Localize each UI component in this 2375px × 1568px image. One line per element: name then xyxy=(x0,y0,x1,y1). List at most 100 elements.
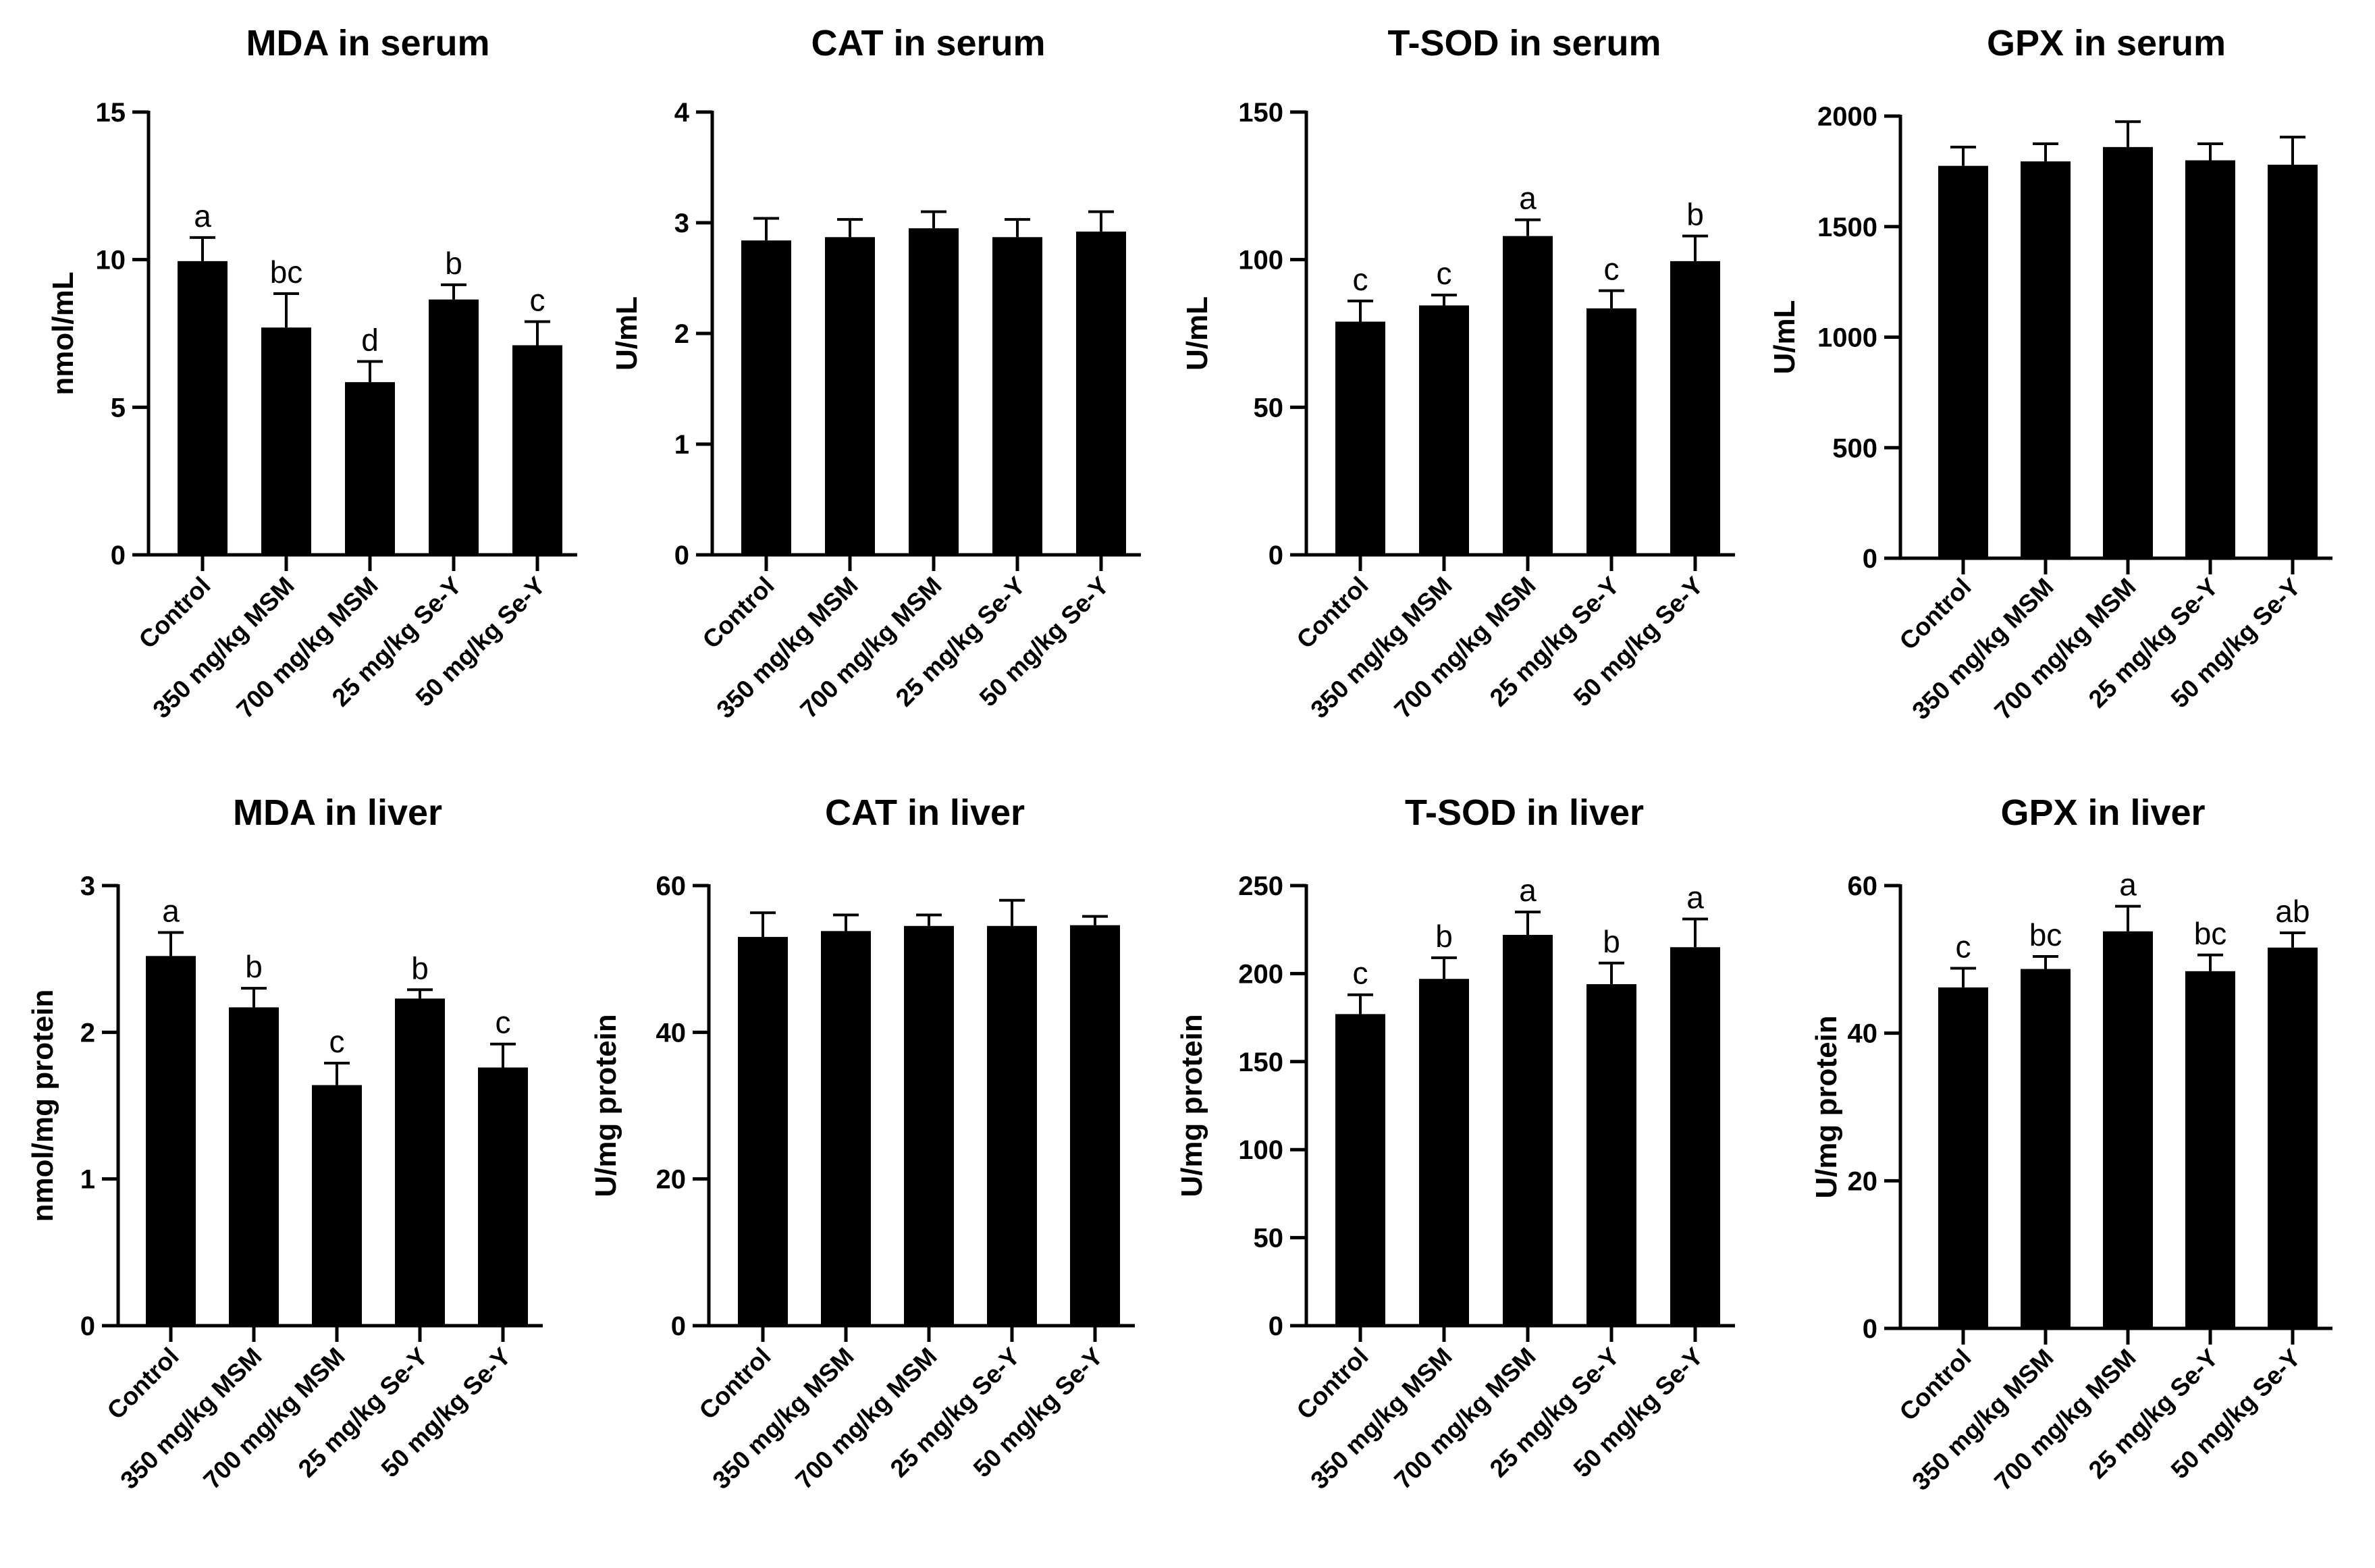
y-tick-label: 1 xyxy=(674,430,689,460)
y-tick-label: 200 xyxy=(1238,959,1283,989)
significance-label: b xyxy=(1603,924,1620,959)
x-tick-label: 350 mg/kg MSM xyxy=(147,572,299,724)
significance-label: a xyxy=(1519,181,1537,216)
chart-panel: GPX in liver U/mg protein 0 20 40 60 c Control b… xyxy=(1810,792,2332,1496)
x-tick-label: Control xyxy=(1894,1344,1977,1426)
bar xyxy=(178,261,228,555)
y-tick-label: 40 xyxy=(656,1018,687,1048)
x-tick-label: 700 mg/kg MSM xyxy=(1389,1343,1541,1494)
y-axis-label: U/mg protein xyxy=(1810,1015,1843,1198)
y-tick-label: 10 xyxy=(96,246,126,275)
significance-label: c xyxy=(1956,929,1971,964)
y-tick-label: 2000 xyxy=(1817,102,1877,132)
bar xyxy=(429,299,479,555)
y-tick-label: 500 xyxy=(1832,433,1877,463)
significance-label: b xyxy=(1435,919,1453,954)
significance-label: b xyxy=(411,950,429,985)
significance-label: c xyxy=(1353,262,1368,297)
y-axis-label: U/mg protein xyxy=(589,1014,622,1197)
bar xyxy=(512,345,562,555)
bar xyxy=(1938,165,1988,558)
y-axis-label: U/mL xyxy=(1768,300,1801,375)
bar xyxy=(2021,969,2071,1328)
x-tick-label: 350 mg/kg MSM xyxy=(1906,1344,2058,1496)
significance-label: d xyxy=(361,323,379,358)
y-tick-label: 1 xyxy=(80,1165,95,1195)
significance-label: c xyxy=(530,283,545,318)
bar xyxy=(1670,947,1720,1326)
x-tick-label: 700 mg/kg MSM xyxy=(1389,572,1541,724)
bar xyxy=(904,925,954,1326)
chart-title: GPX in serum xyxy=(1987,23,2226,63)
chart-title: CAT in serum xyxy=(811,23,1045,63)
bar xyxy=(1076,232,1126,555)
x-tick-label: 350 mg/kg MSM xyxy=(711,572,863,724)
chart-title: MDA in serum xyxy=(246,23,489,63)
chart-panel: T-SOD in liver U/mg protein 0 50 100 150 200 25… xyxy=(1175,792,1735,1494)
chart-panel: MDA in liver nmol/mg protein 0 1 2 3 a Control b… xyxy=(26,792,543,1494)
significance-label: b xyxy=(1686,197,1704,232)
y-tick-label: 0 xyxy=(80,1312,95,1341)
chart-panel: GPX in serum U/mL 0 500 1000 1500 2000 Control3… xyxy=(1768,23,2332,725)
bar xyxy=(1335,321,1385,555)
x-tick-label: Control xyxy=(697,572,780,654)
y-tick-label: 20 xyxy=(656,1165,687,1195)
x-tick-label: Control xyxy=(1291,1343,1374,1425)
bar xyxy=(1938,987,1988,1328)
y-tick-label: 2 xyxy=(674,319,689,349)
bar xyxy=(738,937,788,1326)
y-tick-label: 0 xyxy=(671,1312,686,1341)
y-tick-label: 0 xyxy=(1269,1312,1283,1341)
bar xyxy=(741,240,791,555)
bar xyxy=(2185,160,2235,558)
significance-label: c xyxy=(496,1005,511,1040)
chart-title: GPX in liver xyxy=(2000,792,2205,833)
significance-label: bc xyxy=(2029,917,2062,952)
y-tick-label: 60 xyxy=(1848,871,1878,901)
significance-label: a xyxy=(2119,867,2137,902)
bar xyxy=(395,998,445,1326)
y-tick-label: 4 xyxy=(674,98,690,128)
x-tick-label: 700 mg/kg MSM xyxy=(1989,573,2141,725)
y-tick-label: 1500 xyxy=(1817,213,1877,242)
y-tick-label: 150 xyxy=(1238,98,1283,128)
x-tick-label: Control xyxy=(1291,572,1374,654)
y-tick-label: 0 xyxy=(1863,1314,1877,1344)
y-tick-label: 40 xyxy=(1848,1019,1878,1049)
x-tick-label: 350 mg/kg MSM xyxy=(1305,572,1457,724)
bar xyxy=(1503,935,1553,1326)
y-tick-label: 3 xyxy=(80,871,95,901)
x-tick-label: 700 mg/kg MSM xyxy=(231,572,383,724)
y-tick-label: 0 xyxy=(111,541,126,570)
bar xyxy=(261,327,311,555)
y-tick-label: 2 xyxy=(80,1018,95,1048)
significance-label: bc xyxy=(270,254,303,290)
significance-label: ab xyxy=(2275,894,2310,929)
y-axis-label: U/mL xyxy=(1181,296,1214,371)
significance-label: c xyxy=(1604,252,1620,287)
chart-title: MDA in liver xyxy=(233,792,442,833)
chart-title: T-SOD in liver xyxy=(1405,792,1644,833)
x-tick-label: 700 mg/kg MSM xyxy=(198,1343,350,1494)
x-tick-label: 350 mg/kg MSM xyxy=(1906,573,2058,725)
bar xyxy=(909,228,959,555)
significance-label: c xyxy=(329,1024,345,1059)
bar xyxy=(2268,165,2318,559)
chart-panel: CAT in liver U/mg protein 0 20 40 60 Control35… xyxy=(589,792,1135,1494)
x-tick-label: 350 mg/kg MSM xyxy=(707,1343,859,1494)
significance-label: a xyxy=(1686,880,1704,915)
significance-label: a xyxy=(162,894,180,929)
bar xyxy=(146,956,196,1326)
y-tick-label: 0 xyxy=(674,541,689,570)
bar xyxy=(825,237,875,555)
bar xyxy=(2185,971,2235,1328)
chart-title: CAT in liver xyxy=(825,792,1025,833)
bar xyxy=(992,237,1042,555)
bar xyxy=(1586,984,1636,1326)
y-tick-label: 100 xyxy=(1238,246,1283,275)
chart-panel: T-SOD in serum U/mL 0 50 100 150 c Control c 350 … xyxy=(1181,23,1735,724)
y-tick-label: 50 xyxy=(1254,1224,1284,1253)
y-tick-label: 60 xyxy=(656,871,687,901)
significance-label: b xyxy=(245,949,263,984)
